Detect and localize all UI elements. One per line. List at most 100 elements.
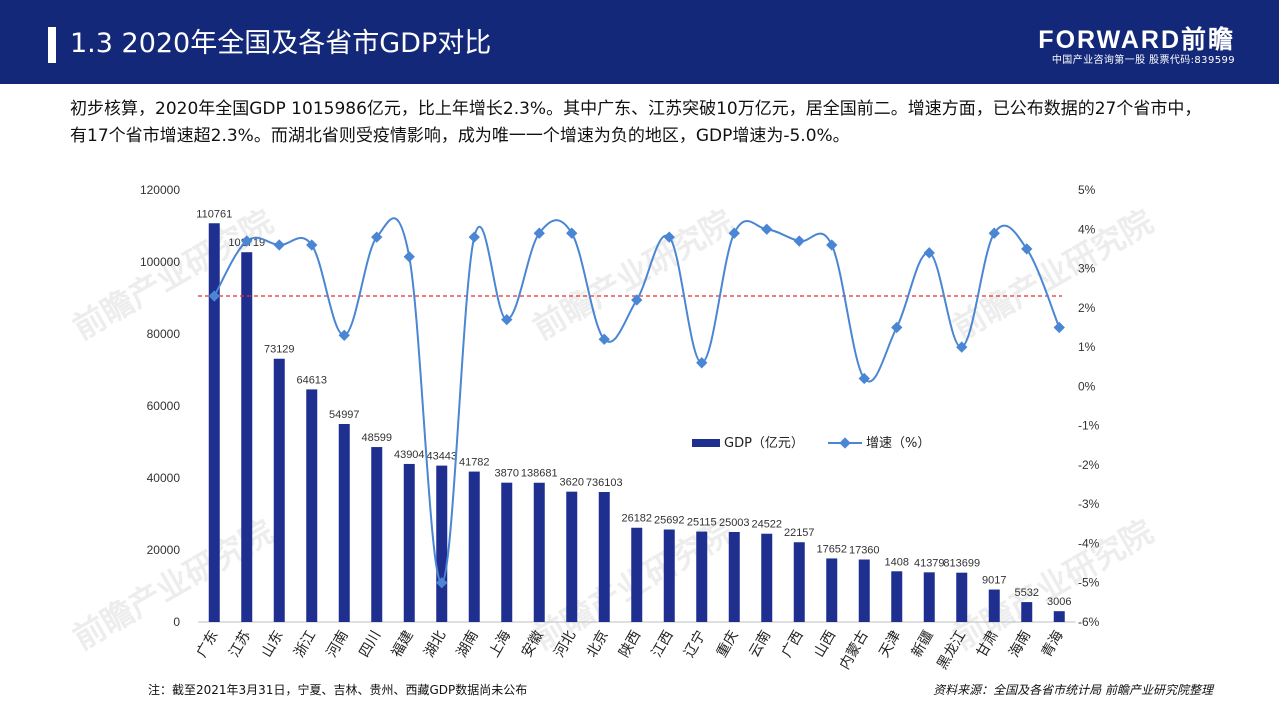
growth-rate-marker — [1021, 243, 1033, 255]
bar-value-label: 25692 — [654, 515, 685, 527]
bar-value-label: 17652 — [816, 543, 847, 555]
footnote: 注：截至2021年3月31日，宁夏、吉林、贵州、西藏GDP数据尚未公布 — [148, 683, 528, 697]
bar-gdp — [208, 223, 220, 622]
y-right-tick-label: -6% — [1078, 615, 1100, 629]
bar-value-label: 26182 — [621, 513, 652, 525]
growth-rate-marker — [436, 577, 448, 589]
y-left-tick-label: 40000 — [147, 471, 181, 485]
bar-value-label: 48599 — [361, 432, 392, 444]
growth-rate-marker — [468, 231, 480, 243]
x-tick-label: 黑龙江 — [934, 628, 969, 672]
growth-rate-marker — [663, 231, 675, 243]
y-right-tick-label: 3% — [1078, 262, 1096, 276]
bar-value-label: 25003 — [719, 517, 750, 529]
x-tick-label: 山西 — [811, 628, 839, 660]
bar-value-label: 43443 — [426, 451, 457, 463]
growth-rate-marker — [826, 239, 838, 251]
x-tick-label: 北京 — [584, 628, 612, 660]
growth-rate-marker — [793, 235, 805, 247]
x-tick-label: 新疆 — [909, 628, 937, 660]
x-tick-label: 河南 — [324, 628, 352, 660]
brand-subtitle: 中国产业咨询第一股 股票代码:839599 — [1051, 55, 1235, 66]
x-tick-label: 江苏 — [226, 628, 254, 660]
y-left-tick-label: 100000 — [140, 255, 180, 269]
y-left-tick-label: 80000 — [147, 327, 181, 341]
y-right-tick-label: -5% — [1078, 576, 1100, 590]
x-tick-label: 四川 — [356, 628, 384, 660]
bar-gdp — [1053, 611, 1065, 622]
bar-value-label: 5532 — [1015, 587, 1039, 599]
y-right-tick-label: 1% — [1078, 340, 1096, 354]
bar-gdp — [1021, 602, 1033, 622]
bar-value-label: 3870 — [495, 468, 519, 480]
bar-gdp — [826, 558, 838, 622]
growth-rate-marker — [956, 341, 968, 353]
x-tick-label: 江西 — [649, 628, 677, 660]
bar-gdp — [631, 527, 643, 622]
x-tick-label: 广西 — [779, 628, 807, 660]
x-tick-label: 广东 — [194, 628, 222, 660]
bar-gdp — [663, 529, 675, 622]
y-right-tick-label: -2% — [1078, 458, 1100, 472]
x-tick-label: 福建 — [389, 628, 417, 660]
bar-value-label: 22157 — [784, 527, 815, 539]
bar-gdp — [761, 533, 773, 622]
x-tick-label: 湖南 — [454, 628, 482, 660]
y-right-tick-label: -3% — [1078, 497, 1100, 511]
growth-rate-marker — [306, 239, 318, 251]
x-tick-label: 重庆 — [714, 628, 742, 660]
bar-gdp — [923, 572, 935, 622]
bar-gdp — [533, 482, 545, 622]
growth-rate-marker — [988, 227, 1000, 239]
growth-rate-marker — [761, 223, 773, 235]
bar-value-label: 736103 — [586, 477, 623, 489]
bar-gdp — [468, 471, 480, 622]
legend-swatch-gdp — [692, 439, 720, 447]
growth-rate-marker — [338, 329, 350, 341]
growth-rate-marker — [273, 239, 285, 251]
legend-label-gdp: GDP（亿元） — [724, 436, 804, 451]
growth-rate-marker — [533, 227, 545, 239]
brand-logo: FORWARD前瞻 中国产业咨询第一股 股票代码:839599 — [1038, 26, 1235, 68]
bar-value-label: 24522 — [751, 519, 782, 531]
x-tick-label: 青海 — [1039, 628, 1067, 660]
y-right-tick-label: -4% — [1078, 536, 1100, 550]
legend-swatch-growth-marker — [839, 437, 851, 449]
x-tick-label: 云南 — [746, 628, 774, 660]
bar-value-label: 64613 — [296, 374, 327, 386]
growth-rate-marker — [501, 313, 513, 326]
bar-gdp — [728, 531, 740, 622]
y-right-tick-label: -1% — [1078, 419, 1100, 433]
growth-rate-marker — [858, 372, 870, 385]
x-tick-label: 辽宁 — [680, 628, 709, 661]
bar-gdp — [566, 491, 578, 622]
growth-rate-marker — [891, 321, 903, 334]
x-tick-label: 内蒙古 — [837, 628, 872, 672]
bar-gdp — [956, 572, 968, 622]
y-left-tick-label: 20000 — [147, 543, 181, 557]
x-tick-label: 山东 — [259, 628, 287, 660]
legend-label-growth: 增速（%） — [866, 436, 930, 451]
x-tick-label: 河北 — [551, 628, 579, 660]
y-right-tick-label: 4% — [1078, 222, 1096, 236]
intro-paragraph: 初步核算，2020年全国GDP 1015986亿元，比上年增长2.3%。其中广东… — [70, 99, 1202, 146]
bar-gdp — [241, 252, 253, 622]
growth-rate-marker — [403, 251, 415, 263]
page-title: 1.3 2020年全国及各省市GDP对比 — [70, 28, 492, 59]
bar-value-label: 73129 — [264, 344, 295, 356]
bar-value-label: 43904 — [394, 449, 425, 461]
growth-rate-marker — [1053, 321, 1065, 334]
bar-value-label: 25115 — [687, 517, 717, 529]
x-tick-label: 湖北 — [421, 628, 449, 660]
growth-rate-marker — [923, 247, 935, 259]
bar-gdp — [273, 358, 285, 622]
bar-gdp — [436, 465, 448, 622]
bar-value-label: 1408 — [885, 556, 909, 568]
growth-rate-marker — [241, 235, 253, 247]
y-right-tick-label: 5% — [1078, 183, 1096, 197]
bar-gdp — [858, 559, 870, 622]
bar-gdp — [988, 589, 1000, 622]
growth-rate-marker — [598, 333, 610, 345]
x-tick-label: 浙江 — [291, 628, 319, 660]
